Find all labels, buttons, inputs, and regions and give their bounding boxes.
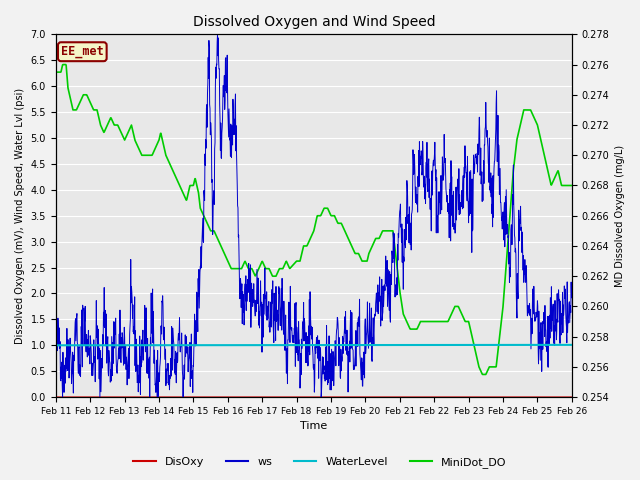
X-axis label: Time: Time [300, 421, 328, 432]
Text: EE_met: EE_met [61, 45, 104, 58]
Y-axis label: Dissolved Oxygen (mV), Wind Speed, Water Lvl (psi): Dissolved Oxygen (mV), Wind Speed, Water… [15, 88, 25, 344]
Y-axis label: MD Dissolved Oxygen (mg/L): MD Dissolved Oxygen (mg/L) [615, 144, 625, 287]
Legend: DisOxy, ws, WaterLevel, MiniDot_DO: DisOxy, ws, WaterLevel, MiniDot_DO [129, 452, 511, 472]
Title: Dissolved Oxygen and Wind Speed: Dissolved Oxygen and Wind Speed [193, 15, 435, 29]
